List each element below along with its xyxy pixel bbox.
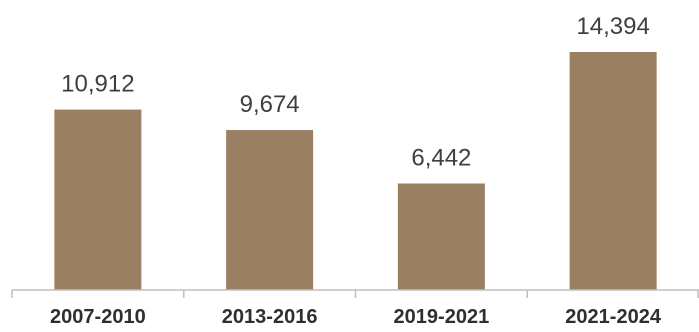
bar-2013-2016 [226,130,314,290]
bar-2021-2024 [569,52,657,290]
data-label-2021-2024: 14,394 [576,13,649,40]
data-label-2007-2010: 10,912 [61,71,134,98]
bars-group [54,52,657,291]
category-labels-group: 2007-2010 2013-2016 2019-2021 2021-2024 [50,306,662,328]
x-axis-ticks [11,290,699,298]
data-label-2013-2016: 9,674 [240,91,300,118]
category-label-2019-2021: 2019-2021 [394,306,490,328]
data-label-2019-2021: 6,442 [411,144,471,171]
value-labels-group: 10,912 9,674 6,442 14,394 [61,13,650,171]
bar-2007-2010 [54,109,142,291]
bar-2019-2021 [397,183,485,290]
category-label-2021-2024: 2021-2024 [565,306,662,328]
category-label-2013-2016: 2013-2016 [222,306,318,328]
category-label-2007-2010: 2007-2010 [50,306,146,328]
